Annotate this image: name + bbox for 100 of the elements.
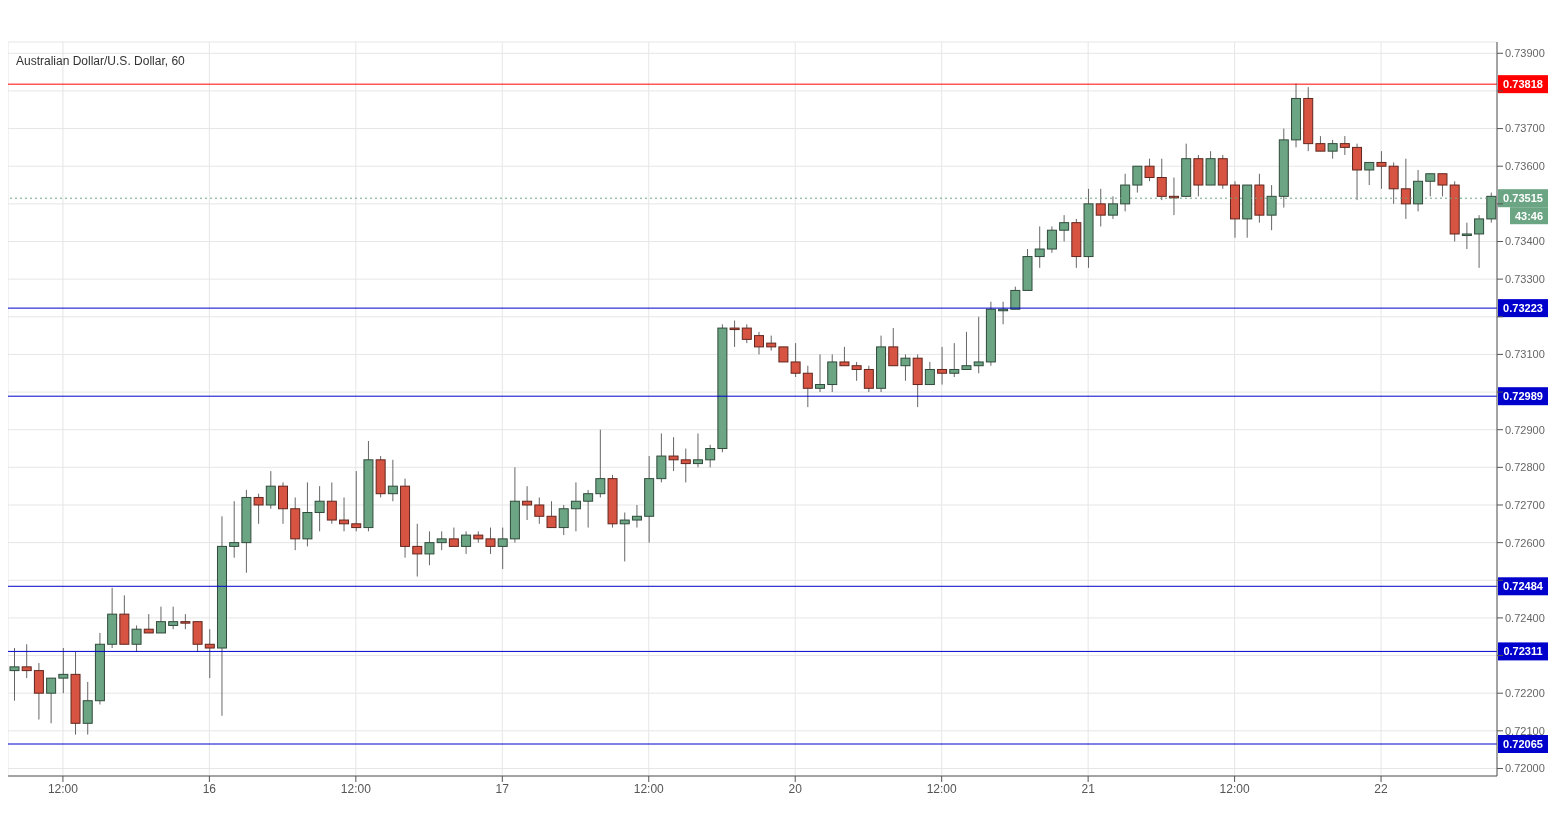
x-tick-label: 17 — [495, 781, 510, 796]
candlestick — [1376, 150, 1387, 190]
candlestick — [339, 496, 350, 532]
y-tick-label: 0.72100 — [1505, 724, 1545, 737]
candlestick — [253, 493, 264, 525]
y-tick-label: 0.72400 — [1505, 611, 1545, 624]
candlestick — [705, 444, 716, 468]
candlestick — [863, 365, 874, 393]
candlestick — [546, 500, 557, 529]
candlestick — [1364, 161, 1375, 186]
candlestick — [436, 530, 447, 551]
candlestick — [1132, 165, 1143, 194]
candlestick — [680, 448, 691, 483]
ref-line-label: 0.72065 — [1503, 738, 1543, 751]
candlestick — [204, 628, 215, 679]
candlestick — [961, 331, 972, 370]
candlestick — [631, 504, 642, 529]
candlestick — [1046, 225, 1057, 254]
x-tick-label: 12:00 — [47, 781, 79, 796]
candlestick — [155, 606, 166, 634]
candlestick — [973, 316, 984, 374]
candlestick — [229, 500, 240, 559]
candlestick — [619, 512, 630, 562]
candlestick — [522, 485, 533, 521]
candlestick — [168, 606, 179, 630]
y-tick-label: 0.73300 — [1505, 273, 1545, 286]
candlestick — [1461, 222, 1472, 250]
candlestick — [656, 432, 667, 483]
candlestick — [1425, 173, 1436, 197]
candlestick — [1400, 158, 1411, 220]
candlestick — [485, 527, 496, 555]
candlestick — [265, 470, 276, 510]
candlestick — [570, 481, 581, 532]
x-tick-label: 22 — [1374, 781, 1389, 796]
x-tick-label: 21 — [1081, 781, 1096, 796]
x-tick-label: 12:00 — [340, 781, 372, 796]
candlestick — [1144, 158, 1155, 182]
y-tick-label: 0.72200 — [1505, 687, 1545, 700]
candlestick — [583, 489, 594, 529]
candlestick — [1327, 139, 1338, 160]
candlestick — [754, 331, 764, 355]
candlestick — [815, 353, 826, 393]
candlestick — [1388, 161, 1399, 205]
y-tick-label: 0.73600 — [1505, 160, 1545, 173]
candlestick — [326, 481, 337, 525]
candlestick — [131, 624, 142, 653]
candlestick — [412, 523, 423, 577]
candlestick — [668, 436, 679, 472]
x-tick-label: 16 — [202, 781, 217, 796]
candlestick — [827, 353, 838, 393]
candlestick — [692, 432, 703, 468]
ref-line-label: 0.73818 — [1503, 78, 1543, 91]
candlestick — [888, 327, 899, 367]
candlestick — [21, 643, 32, 679]
candlestick — [1010, 286, 1021, 310]
candlestick — [9, 647, 20, 702]
candlestick — [1095, 188, 1106, 227]
ref-line-label: 0.72311 — [1503, 645, 1543, 658]
candlestick — [497, 527, 508, 570]
y-tick-label: 0.72900 — [1505, 423, 1545, 436]
candlestick — [82, 681, 93, 736]
text: Australian Dollar/U.S. Dollar, 60 — [16, 54, 185, 68]
candlestick — [802, 365, 813, 408]
y-tick-label: 0.73100 — [1505, 348, 1545, 361]
y-tick-label: 0.73400 — [1505, 235, 1545, 248]
y-tick-label: 0.72000 — [1505, 762, 1545, 775]
candlestick — [58, 647, 69, 694]
candlestick — [387, 459, 398, 502]
candlestick — [1339, 135, 1350, 156]
y-tick-label: 0.73700 — [1505, 122, 1545, 135]
candlestick — [1437, 173, 1448, 197]
ref-line-label: 0.73223 — [1503, 302, 1543, 315]
candlestick — [741, 323, 752, 344]
y-tick-label: 0.72600 — [1505, 536, 1545, 549]
candlestick — [1034, 225, 1045, 269]
x-tick-label: 12:00 — [633, 781, 665, 796]
candlestick — [351, 470, 362, 532]
candlestick — [143, 613, 154, 634]
text: 43:46 — [1514, 210, 1544, 223]
ref-line-label: 0.73515 — [1503, 192, 1543, 205]
candlestick — [33, 662, 44, 721]
ref-line-label: 0.72989 — [1503, 390, 1543, 403]
candlestick — [278, 481, 289, 525]
candlestick — [949, 342, 960, 378]
candlestick — [924, 361, 935, 386]
candlestick — [46, 677, 57, 724]
candlestick — [595, 429, 606, 498]
candlestick — [558, 504, 569, 536]
candlestick — [1474, 214, 1485, 269]
y-tick-label: 0.73900 — [1505, 47, 1545, 60]
x-tick-label: 12:00 — [926, 781, 958, 796]
ref-line-label: 0.72484 — [1503, 580, 1544, 593]
candlestick — [1156, 158, 1167, 201]
y-tick-label: 0.72800 — [1505, 461, 1545, 474]
candlestick — [424, 530, 435, 566]
candlestick — [448, 527, 459, 547]
candlestick — [729, 320, 740, 348]
x-tick-label: 12:00 — [1219, 781, 1250, 796]
x-tick-label: 20 — [788, 781, 803, 796]
candlestick — [461, 530, 472, 555]
